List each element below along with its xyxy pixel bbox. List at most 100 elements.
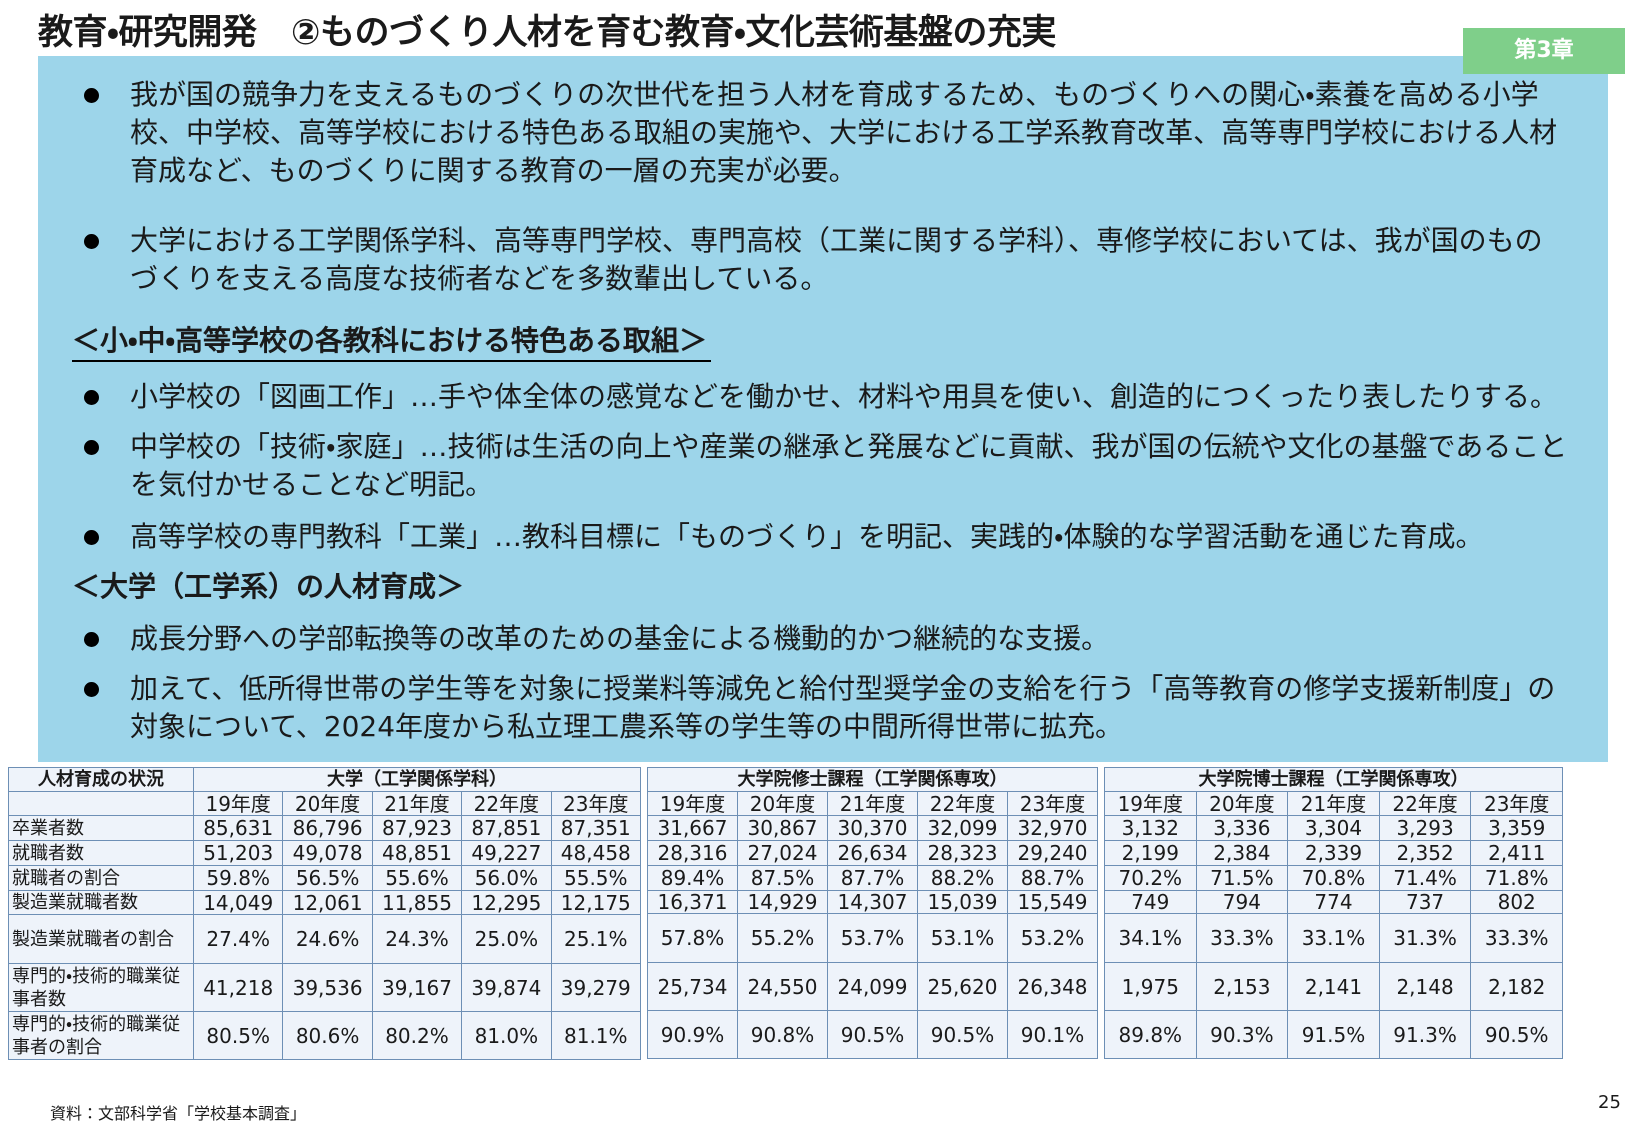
data-table: 人材育成の状況 大学（工学関係学科） 19年度 20年度 21年度 22年度 23年度 卒業者… <box>8 767 642 1060</box>
data-cell: 25.1% <box>550 914 642 964</box>
year-row: 19年度 20年度 21年度 22年度 23年度 <box>8 791 642 816</box>
data-cell: 28,323 <box>917 840 1008 866</box>
data-cell: 88.2% <box>917 865 1008 891</box>
data-cell: 89.8% <box>1104 1010 1197 1059</box>
row-label: 就職者数 <box>8 840 194 866</box>
year-header: 23年度 <box>1006 791 1099 816</box>
year-header: 20年度 <box>282 791 373 816</box>
data-cell: 87,351 <box>550 815 642 841</box>
data-cell: 31,667 <box>647 815 738 841</box>
data-row: 2,199 2,384 2,339 2,352 2,411 <box>1104 840 1564 866</box>
bullet-item: 高等学校の専門教科「工業」…教科目標に「ものづくり」を明記、実践的・体験的な学習… <box>78 518 1588 556</box>
data-cell: 33.1% <box>1287 913 1380 963</box>
year-header: 21年度 <box>371 791 463 816</box>
data-row: 製造業就職者の割合 27.4% 24.6% 24.3% 25.0% 25.1% <box>8 914 642 964</box>
data-cell: 56.0% <box>461 865 552 891</box>
bullet-text: 小学校の「図画工作」…手や体全体の感覚などを働かせ、材料や用具を使い、創造的につ… <box>130 380 1559 413</box>
data-cell: 29,240 <box>1006 840 1099 866</box>
data-cell: 80.6% <box>282 1011 373 1060</box>
data-cell: 80.2% <box>371 1011 463 1060</box>
data-cell: 24,550 <box>737 962 828 1011</box>
group-title: 大学（工学関係学科） <box>193 767 641 792</box>
blank-cell <box>8 791 194 816</box>
group-title: 大学院修士課程（工学関係専攻） <box>646 767 1099 792</box>
data-cell: 14,049 <box>192 890 284 915</box>
data-row: 25,734 24,550 24,099 25,620 26,348 <box>647 962 1099 1011</box>
group-title: 大学院博士課程（工学関係専攻） <box>1103 767 1564 792</box>
data-cell: 55.5% <box>550 865 642 891</box>
data-cell: 737 <box>1378 890 1472 914</box>
year-header: 22年度 <box>461 791 552 816</box>
data-cell: 41,218 <box>192 963 284 1012</box>
section-heading: ＜大学（工学系）の人材育成＞ <box>72 570 465 603</box>
row-label: 製造業就職者数 <box>8 890 194 915</box>
data-cell: 794 <box>1195 890 1289 914</box>
data-cell: 14,929 <box>737 890 828 914</box>
data-cell: 3,132 <box>1104 815 1197 841</box>
data-cell: 11,855 <box>371 890 463 915</box>
data-cell: 53.1% <box>917 913 1008 963</box>
data-row: 3,132 3,336 3,304 3,293 3,359 <box>1104 815 1564 841</box>
title: 教育・研究開発 ②ものづくり人材を育む教育・文化芸術基盤の充実 <box>38 13 1056 53</box>
data-cell: 90.5% <box>917 1010 1008 1059</box>
data-cell: 39,536 <box>282 963 373 1012</box>
data-cell: 80.5% <box>192 1011 284 1060</box>
section-heading: ＜小・中・高等学校の各教科における特色ある取組＞ <box>72 322 712 362</box>
data-cell: 12,061 <box>282 890 373 915</box>
data-cell: 90.9% <box>647 1010 738 1059</box>
data-cell: 14,307 <box>827 890 918 914</box>
bullet <box>84 530 99 545</box>
bullet-item: 小学校の「図画工作」…手や体全体の感覚などを働かせ、材料や用具を使い、創造的につ… <box>78 378 1588 416</box>
data-cell: 2,411 <box>1470 840 1564 866</box>
data-cell: 2,339 <box>1287 840 1380 866</box>
data-cell: 87,851 <box>461 815 552 841</box>
data-cell: 48,851 <box>371 840 463 866</box>
data-cell: 27.4% <box>192 914 284 964</box>
data-cell: 71.4% <box>1378 865 1472 891</box>
year-header: 23年度 <box>550 791 642 816</box>
data-cell: 33.3% <box>1195 913 1289 963</box>
panel <box>38 56 1608 762</box>
bullet-text: 成長分野への学部転換等の改革のための基金による機動的かつ継続的な支援。 <box>130 622 1110 655</box>
data-row: 31,667 30,867 30,370 32,099 32,970 <box>647 815 1099 841</box>
data-cell: 39,279 <box>550 963 642 1012</box>
data-cell: 24.3% <box>371 914 463 964</box>
data-cell: 90.5% <box>1470 1010 1564 1059</box>
data-row: 34.1% 33.3% 33.1% 31.3% 33.3% <box>1104 913 1564 963</box>
bullet <box>84 632 99 647</box>
data-cell: 27,024 <box>737 840 828 866</box>
data-cell: 802 <box>1470 890 1564 914</box>
data-cell: 90.3% <box>1195 1010 1289 1059</box>
data-cell: 2,384 <box>1195 840 1289 866</box>
data-cell: 49,227 <box>461 840 552 866</box>
data-cell: 12,175 <box>550 890 642 915</box>
data-cell: 70.8% <box>1287 865 1380 891</box>
data-cell: 2,148 <box>1378 962 1472 1011</box>
data-cell: 70.2% <box>1104 865 1197 891</box>
data-cell: 32,099 <box>917 815 1008 841</box>
data-cell: 71.5% <box>1195 865 1289 891</box>
data-cell: 2,182 <box>1470 962 1564 1011</box>
data-row: 749 794 774 737 802 <box>1104 890 1564 914</box>
year-header: 19年度 <box>192 791 284 816</box>
data-row: 就職者数 51,203 49,078 48,851 49,227 48,458 <box>8 840 642 866</box>
data-row: 専門的・技術的職業従事者数 41,218 39,536 39,167 39,874 39,… <box>8 963 642 1012</box>
data-cell: 774 <box>1287 890 1380 914</box>
year-row: 19年度 20年度 21年度 22年度 23年度 <box>1104 791 1564 816</box>
bullet-item: 加えて、低所得世帯の学生等を対象に授業料等減免と給付型奨学金の支給を行う「高等教… <box>78 670 1588 746</box>
row-label: 就職者の割合 <box>8 865 194 891</box>
bullet <box>84 682 99 697</box>
row-header: 人材育成の状況 <box>8 767 194 792</box>
bullet <box>84 390 99 405</box>
data-row: 70.2% 71.5% 70.8% 71.4% 71.8% <box>1104 865 1564 891</box>
data-cell: 91.3% <box>1378 1010 1472 1059</box>
bullet-text: 我が国の競争力を支えるものづくりの次世代を担う人材を育成するため、ものづくりへの… <box>130 78 1558 187</box>
chapter-badge: 第3章 <box>1463 28 1625 74</box>
data-row: 1,975 2,153 2,141 2,148 2,182 <box>1104 962 1564 1011</box>
data-row: 就職者の割合 59.8% 56.5% 55.6% 56.0% 55.5% <box>8 865 642 891</box>
data-cell: 3,336 <box>1195 815 1289 841</box>
data-row: 89.8% 90.3% 91.5% 91.3% 90.5% <box>1104 1010 1564 1059</box>
data-cell: 2,153 <box>1195 962 1289 1011</box>
bullet-text: 大学における工学関係学科、高等専門学校、専門高校（工業に関する学科）、専修学校に… <box>130 224 1543 295</box>
bullet <box>84 234 99 249</box>
